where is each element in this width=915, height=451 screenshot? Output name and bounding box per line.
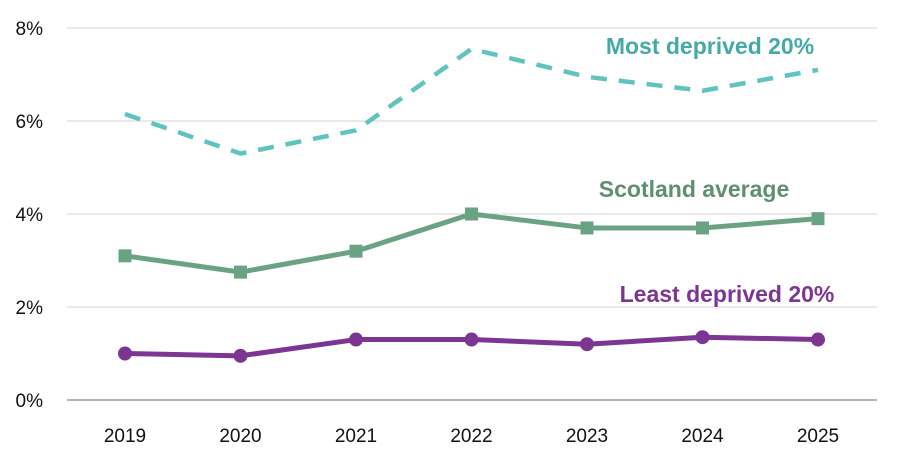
x-tick-label: 2021 [335,426,377,447]
series-label-scotland-average: Scotland average [599,176,789,202]
data-point [580,221,594,235]
data-point [233,348,248,363]
data-point [349,332,363,347]
y-axis-tick-labels: 0% 2% 4% 6% 8% [16,19,44,412]
data-point [118,346,132,361]
y-tick-label: 0% [16,391,44,412]
series-line [124,211,819,275]
y-tick-label: 6% [16,112,44,133]
series-labels: Most deprived 20% Scotland average Least… [599,33,835,307]
data-point [349,244,363,258]
series-label-least-deprived: Least deprived 20% [620,281,835,307]
series-least-deprived-20 [118,330,825,363]
data-point [580,337,594,352]
series-lines [118,46,825,363]
data-point [696,221,709,235]
x-tick-label: 2022 [450,426,492,447]
y-tick-label: 8% [16,19,44,40]
data-point [118,249,132,263]
series-label-most-deprived: Most deprived 20% [606,33,814,59]
y-tick-label: 4% [16,205,44,226]
data-point [811,332,825,347]
x-tick-label: 2023 [566,426,608,447]
x-tick-label: 2019 [104,426,146,447]
x-axis-tick-labels: 2019 2020 2021 2022 2023 2024 2025 [104,426,839,447]
data-point [234,265,247,279]
data-point [465,207,478,221]
data-point [811,212,825,226]
x-tick-label: 2024 [681,426,724,447]
data-point [695,330,710,345]
series-most-deprived-20 [124,46,819,156]
data-point [464,332,479,347]
series-scotland-average [118,207,825,279]
y-tick-label: 2% [16,298,44,319]
x-tick-label: 2025 [797,426,839,447]
series-line [124,46,819,156]
x-tick-label: 2020 [219,426,261,447]
